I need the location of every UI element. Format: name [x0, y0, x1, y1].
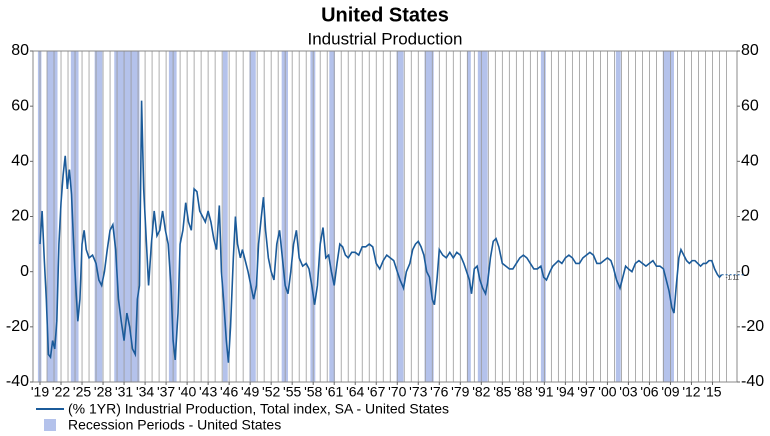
x-tick-label: '03 — [619, 384, 637, 400]
x-tick-label: '06 — [640, 384, 658, 400]
y-tick-label: 40 — [11, 153, 29, 170]
x-tick-label: '12 — [682, 384, 700, 400]
y2-tick-label: 20 — [741, 208, 759, 225]
y-tick-label: -20 — [6, 318, 29, 335]
x-tick-label: '58 — [304, 384, 322, 400]
recession-band — [615, 51, 621, 382]
recession-band — [540, 51, 546, 382]
x-tick-label: '09 — [661, 384, 679, 400]
x-tick-label: '46 — [220, 384, 238, 400]
x-tick-label: '15 — [703, 384, 721, 400]
chart-title: United States — [321, 4, 449, 26]
x-tick-label: '88 — [514, 384, 532, 400]
x-tick-label: '64 — [346, 384, 364, 400]
x-tick-label: '22 — [52, 384, 70, 400]
x-tick-label: '79 — [451, 384, 469, 400]
recession-band — [662, 51, 674, 382]
y-tick-label: 20 — [11, 208, 29, 225]
x-tick-label: '40 — [178, 384, 196, 400]
y-tick-label: 60 — [11, 97, 29, 114]
y2-tick-label: 80 — [741, 42, 759, 59]
legend-swatch — [44, 419, 56, 431]
y2-tick-label: 60 — [741, 97, 759, 114]
recession-band — [47, 51, 58, 382]
x-tick-label: '70 — [388, 384, 406, 400]
x-tick-label: '61 — [325, 384, 343, 400]
y2-tick-label: 40 — [741, 153, 759, 170]
y2-tick-label: -40 — [741, 373, 764, 390]
recession-band — [424, 51, 434, 382]
x-tick-label: '37 — [157, 384, 175, 400]
x-tick-label: '25 — [73, 384, 91, 400]
x-tick-label: '19 — [31, 384, 49, 400]
x-tick-label: '43 — [199, 384, 217, 400]
x-tick-label: '85 — [493, 384, 511, 400]
recession-band — [467, 51, 471, 382]
recession-band — [222, 51, 228, 382]
y2-tick-label: -20 — [741, 318, 764, 335]
recession-band — [477, 51, 488, 382]
x-tick-label: '28 — [94, 384, 112, 400]
x-tick-label: '76 — [430, 384, 448, 400]
y-tick-label: 0 — [20, 263, 29, 280]
x-tick-label: '94 — [556, 384, 574, 400]
chart-subtitle: Industrial Production — [308, 29, 463, 48]
legend-label: (% 1YR) Industrial Production, Total ind… — [68, 401, 449, 417]
x-tick-label: '67 — [367, 384, 385, 400]
recession-band — [396, 51, 404, 382]
x-tick-label: '97 — [577, 384, 595, 400]
y-tick-label: -40 — [6, 373, 29, 390]
recession-band — [249, 51, 256, 382]
end-label: -1.11 — [726, 275, 740, 281]
y-tick-label: 80 — [11, 42, 29, 59]
x-tick-label: '82 — [472, 384, 490, 400]
x-tick-label: '31 — [115, 384, 133, 400]
x-tick-label: '00 — [598, 384, 616, 400]
recession-band — [94, 51, 103, 382]
x-tick-label: '34 — [136, 384, 154, 400]
data-line — [39, 100, 723, 363]
y2-tick-label: 0 — [741, 263, 750, 280]
recession-band — [329, 51, 335, 382]
x-tick-label: '91 — [535, 384, 553, 400]
x-tick-label: '55 — [283, 384, 301, 400]
recession-band — [114, 51, 140, 382]
legend-label: Recession Periods - United States — [68, 417, 281, 433]
x-tick-label: '49 — [241, 384, 259, 400]
x-tick-label: '52 — [262, 384, 280, 400]
x-tick-label: '73 — [409, 384, 427, 400]
